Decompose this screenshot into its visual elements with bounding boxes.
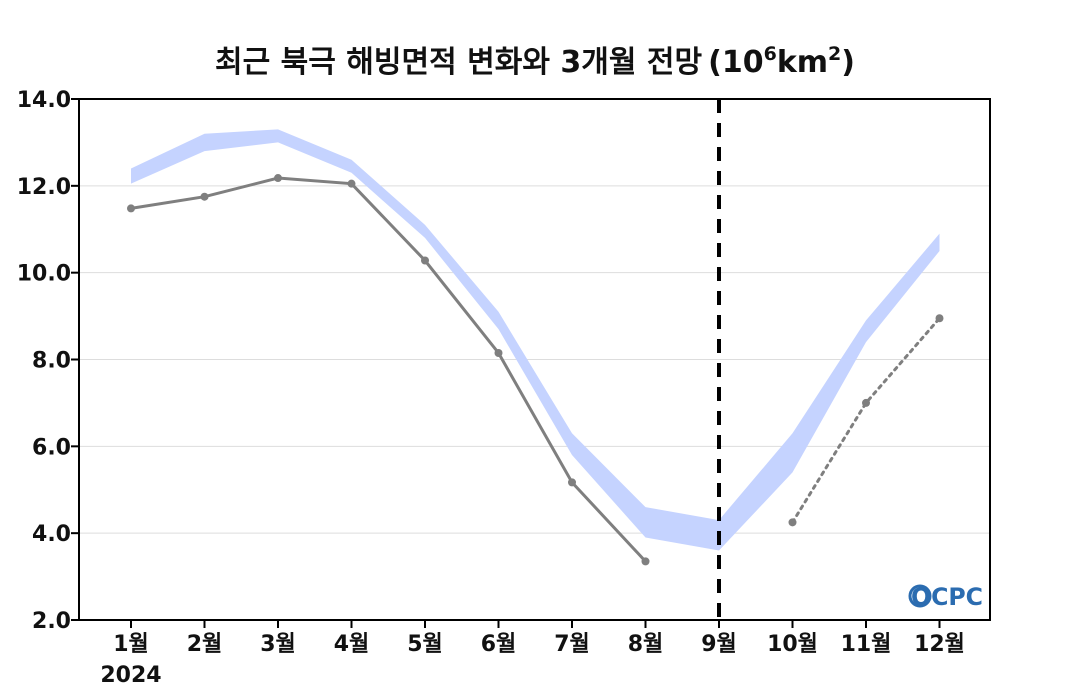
y-tick-label: 6.0 <box>32 435 71 460</box>
x-tick-label: 10월 <box>767 632 818 657</box>
title-unit-exponent-2: 2 <box>828 43 841 65</box>
observed-point <box>347 179 356 188</box>
observed-point <box>641 557 650 566</box>
plot-frame <box>78 98 991 621</box>
x-tick-label: 1월 <box>113 632 149 657</box>
tick-labels: 2.0 4.0 6.0 8.0 10.0 12.0 14.0 1월 2월 3월 4월 5월 6월 7월 8월… <box>17 88 965 657</box>
y-tick-label: 14.0 <box>17 88 71 113</box>
x-tick-label: 6월 <box>481 632 517 657</box>
climatology-band <box>131 129 940 551</box>
y-tick-label: 10.0 <box>17 262 71 287</box>
ocpc-logo-text: OCPC <box>911 583 983 611</box>
series-lines <box>127 174 944 566</box>
title-unit-open: (10 <box>708 45 763 80</box>
chart-title: 최근 북극 해빙면적 변화와 3개월 전망 (106km2) <box>215 43 855 80</box>
observed-point <box>421 256 429 265</box>
x-tick-label: 5월 <box>407 632 443 657</box>
forecast-point <box>935 314 944 323</box>
x-tick-label: 9월 <box>701 632 737 657</box>
observed-point <box>127 204 135 213</box>
x-tick-label: 8월 <box>628 632 664 657</box>
title-unit-close: ) <box>841 45 855 80</box>
title-unit-km: km <box>777 45 828 80</box>
x-tick-label: 7월 <box>554 632 590 657</box>
y-tick-label: 8.0 <box>32 349 71 374</box>
y-tick-label: 4.0 <box>32 522 71 547</box>
observed-point <box>274 174 282 183</box>
y-tick-label: 2.0 <box>32 609 71 634</box>
x-tick-label: 12월 <box>914 632 965 657</box>
x-tick-label: 11월 <box>841 632 892 657</box>
ocpc-logo-globe-icon <box>908 584 932 608</box>
observed-line <box>130 176 647 563</box>
x-tick-label: 3월 <box>260 632 296 657</box>
x-tick-label: 2월 <box>187 632 223 657</box>
chart-title-text: 최근 북극 해빙면적 변화와 3개월 전망 <box>215 45 702 80</box>
forecast-point <box>788 518 797 527</box>
axes <box>71 98 991 628</box>
y-tick-label: 12.0 <box>17 175 71 200</box>
climatology-range-band <box>131 129 940 551</box>
ocpc-logo: OCPC <box>908 583 983 611</box>
x-tick-label: 4월 <box>334 632 370 657</box>
observed-point <box>494 348 503 357</box>
title-unit-exponent: 6 <box>764 43 777 65</box>
observed-point <box>200 192 209 201</box>
x-axis-year-label: 2024 <box>100 663 161 688</box>
forecast-point <box>862 398 870 407</box>
observed-point <box>568 478 576 487</box>
